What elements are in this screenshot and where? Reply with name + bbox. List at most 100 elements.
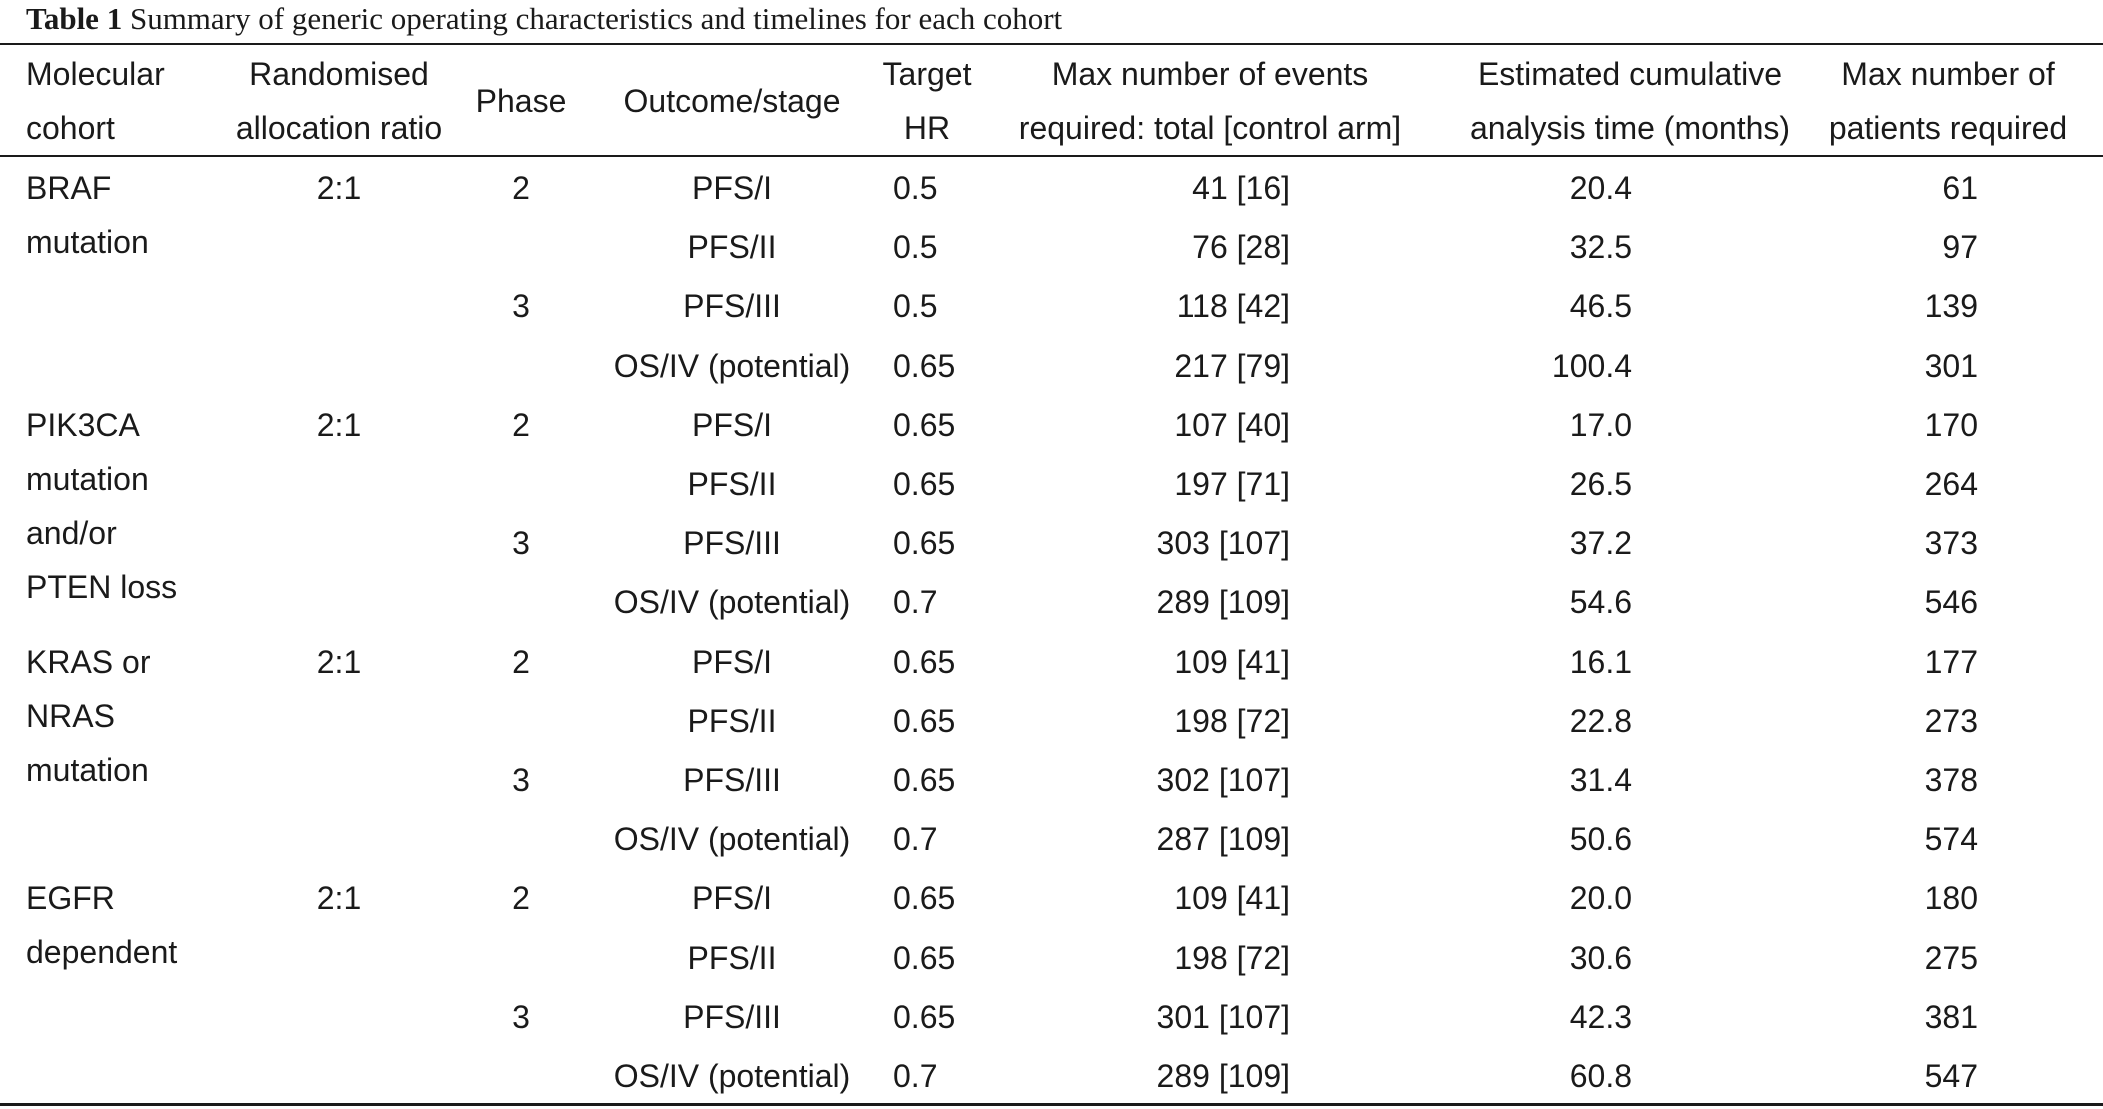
cell-patients: 381 <box>1924 998 1978 1035</box>
bottom-rule <box>0 1103 2103 1106</box>
cell-patients: 97 <box>1942 229 1978 266</box>
cell-outcome: PFS/II <box>687 466 777 502</box>
cell-outcome: PFS/II <box>687 939 777 976</box>
header-ratio-line2: allocation ratio <box>235 110 443 146</box>
cell-hr: 0.7 <box>893 584 938 621</box>
cell-patients: 574 <box>1924 821 1978 858</box>
cohort-name: BRAF mutation <box>26 161 149 269</box>
cell-events: 198 [72] <box>1174 939 1290 976</box>
cell-time: 54.6 <box>1569 584 1632 621</box>
cell-events: 217 [79] <box>1174 347 1290 384</box>
cell-outcome: PFS/III <box>683 288 781 325</box>
header-hr: Target HR <box>872 47 982 155</box>
cell-time: 42.3 <box>1569 998 1632 1035</box>
cell-events: 109 [41] <box>1174 880 1290 917</box>
cell-outcome: PFS/I <box>691 406 772 443</box>
cell-patients: 139 <box>1924 288 1978 325</box>
cell-hr: 0.65 <box>893 406 956 443</box>
header-cohort-line1: Molecular <box>26 56 165 92</box>
cell-phase: 2 <box>512 406 530 443</box>
cell-phase: 2 <box>512 170 530 206</box>
cell-time: 32.5 <box>1569 229 1632 266</box>
cell-patients: 301 <box>1924 347 1978 384</box>
cell-hr: 0.65 <box>893 525 956 562</box>
cell-hr: 0.65 <box>893 939 956 976</box>
cohort-name-line: EGFR <box>26 880 115 917</box>
header-hr-line1: Target <box>882 56 972 92</box>
header-cohort-line2: cohort <box>26 110 115 146</box>
header-time: Estimated cumulative analysis time (mont… <box>1436 47 1824 155</box>
cell-hr: 0.65 <box>893 702 956 739</box>
cell-time: 100.4 <box>1551 347 1632 384</box>
cell-patients: 275 <box>1924 939 1978 976</box>
header-patients: Max number of patients required <box>1808 47 2088 155</box>
table-caption: Table 1 Summary of generic operating cha… <box>26 2 1062 36</box>
cell-patients: 378 <box>1924 762 1978 798</box>
cell-events: 287 [109] <box>1156 821 1290 858</box>
cell-patients: 273 <box>1924 702 1978 739</box>
cell-phase: 3 <box>512 998 530 1035</box>
header-outcome: Outcome/stage <box>594 74 870 128</box>
cell-events: 303 [107] <box>1156 525 1290 562</box>
cell-time: 31.4 <box>1569 762 1632 798</box>
cell-time: 30.6 <box>1569 939 1632 976</box>
cell-outcome: PFS/I <box>691 170 772 206</box>
cohort-name-line: BRAF <box>26 170 112 206</box>
cell-hr: 0.7 <box>893 821 938 858</box>
header-phase-text: Phase <box>475 83 567 119</box>
cohort-name: EGFR dependent <box>26 871 177 979</box>
header-time-line2: analysis time (months) <box>1469 110 1791 146</box>
header-cohort: Molecular cohort <box>26 47 165 155</box>
cell-events: 76 [28] <box>1192 229 1290 266</box>
cohort-name: PIK3CA mutation and/or PTEN loss <box>26 398 177 614</box>
cell-outcome: PFS/III <box>683 525 781 562</box>
allocation-ratio: 2:1 <box>316 406 362 443</box>
cohort-name-line: mutation <box>26 460 149 497</box>
header-patients-line1: Max number of <box>1841 56 2055 92</box>
cell-outcome: PFS/III <box>683 998 781 1035</box>
table-label: Table 1 <box>26 1 123 36</box>
cell-time: 46.5 <box>1569 288 1632 325</box>
cell-events: 289 [109] <box>1156 1058 1290 1094</box>
cohort-name-line: PTEN loss <box>26 568 178 605</box>
cell-time: 22.8 <box>1569 702 1632 739</box>
cell-events: 289 [109] <box>1156 584 1290 621</box>
cell-events: 198 [72] <box>1174 702 1290 739</box>
cell-patients: 547 <box>1924 1058 1978 1094</box>
cell-outcome: OS/IV (potential) <box>613 584 851 621</box>
cohort-name: KRAS or NRAS mutation <box>26 635 150 797</box>
cell-hr: 0.5 <box>893 229 938 266</box>
cell-events: 107 [40] <box>1174 406 1290 443</box>
header-events-line2: required: total [control arm] <box>1018 110 1402 146</box>
cell-events: 41 [16] <box>1192 170 1290 206</box>
cell-hr: 0.7 <box>893 1058 938 1094</box>
cell-time: 26.5 <box>1569 466 1632 502</box>
cell-time: 16.1 <box>1569 643 1632 680</box>
cell-patients: 373 <box>1924 525 1978 562</box>
cell-phase: 3 <box>512 762 530 798</box>
cell-outcome: OS/IV (potential) <box>613 347 851 384</box>
allocation-ratio: 2:1 <box>316 880 362 917</box>
cell-hr: 0.65 <box>893 466 956 502</box>
cell-hr: 0.65 <box>893 762 956 798</box>
cell-outcome: PFS/I <box>691 880 772 917</box>
cell-hr: 0.65 <box>893 643 956 680</box>
cell-patients: 177 <box>1924 643 1978 680</box>
cohort-name-line: KRAS or <box>26 643 151 680</box>
cell-events: 109 [41] <box>1174 643 1290 680</box>
cell-patients: 180 <box>1924 880 1978 917</box>
header-ratio: Randomised allocation ratio <box>220 47 458 155</box>
cell-outcome: PFS/I <box>691 643 772 680</box>
cell-events: 301 [107] <box>1156 998 1290 1035</box>
header-outcome-text: Outcome/stage <box>623 83 841 119</box>
header-time-line1: Estimated cumulative <box>1477 56 1783 92</box>
cell-patients: 546 <box>1924 584 1978 621</box>
cell-phase: 2 <box>512 643 530 680</box>
cell-outcome: PFS/II <box>687 229 777 266</box>
cell-time: 50.6 <box>1569 821 1632 858</box>
cell-hr: 0.65 <box>893 998 956 1035</box>
allocation-ratio: 2:1 <box>316 643 362 680</box>
cell-phase: 3 <box>512 288 530 325</box>
cohort-name-line: mutation <box>26 751 149 788</box>
header-hr-line2: HR <box>903 110 951 146</box>
